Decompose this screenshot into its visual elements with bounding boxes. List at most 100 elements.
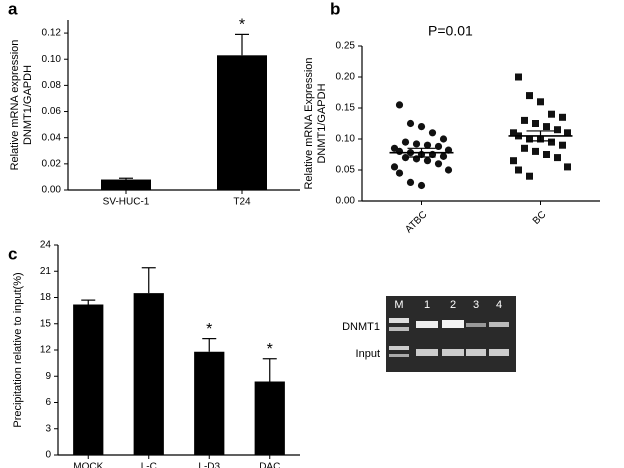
data-point [521,116,528,124]
data-point [554,154,561,162]
data-point [423,141,432,149]
y-tick-label: 0.04 [42,132,62,143]
x-tick-label: ATBC [403,209,429,235]
y-tick-label: 0.25 [336,41,356,52]
data-point [417,181,426,190]
y-axis-label: DNMT1/GAPDH [316,83,328,163]
y-tick-label: 0.15 [336,103,356,114]
data-point [515,73,522,81]
y-tick-label: 0.02 [42,158,62,169]
data-point [423,157,432,165]
data-point [526,92,533,100]
data-point [401,138,410,146]
significance-label: * [239,17,245,34]
data-point [428,129,437,137]
gel-lane-label: 1 [424,299,430,311]
data-point [444,166,453,174]
data-point [559,113,566,121]
data-point [543,123,550,131]
data-point [526,135,533,143]
x-tick-label: L-C [141,462,157,468]
data-point [564,163,571,171]
bar [73,304,104,455]
data-point [510,129,517,137]
gel-image: M 1 2 3 4 DNMT1 Input [342,296,516,372]
data-point [395,169,404,177]
bar [217,55,267,190]
data-point [434,160,443,168]
gel-band [466,349,486,356]
y-tick-label: 0.10 [336,134,356,145]
data-point [406,178,415,186]
data-point [548,138,555,146]
y-tick-label: 0.20 [336,72,356,83]
x-tick-label: DAC [259,462,280,468]
data-point [390,163,399,171]
y-tick-label: 3 [45,423,51,434]
bar [254,381,285,455]
data-point [395,147,404,155]
annotation: P=0.01 [428,23,473,39]
y-tick-label: 0.12 [42,28,62,39]
y-tick-label: 0.08 [42,80,62,91]
x-tick-label: MOCK [73,462,103,468]
significance-label: * [206,321,212,338]
gel-band [489,322,509,327]
data-point [526,172,533,180]
gel-row-label: DNMT1 [342,321,380,333]
panel-label: b [330,0,340,18]
data-point [543,151,550,158]
data-point [412,140,421,148]
panel-label: c [8,244,17,263]
bar [194,351,225,455]
gel-band [416,349,438,356]
gel-band [489,349,509,356]
gel-lane-label: 2 [450,299,456,311]
data-point [532,120,539,127]
gel-lane-label: 4 [496,299,502,311]
y-tick-label: 9 [45,371,51,382]
gel-band [416,321,438,328]
y-tick-label: 0 [45,450,51,461]
x-tick-label: SV-HUC-1 [103,197,150,208]
gel-band [442,320,464,328]
data-point [439,152,448,160]
y-tick-label: 24 [40,240,52,251]
gel-band [389,318,409,323]
data-point [401,154,410,162]
data-point [434,142,443,151]
gel-band [389,346,409,350]
significance-label: * [267,341,273,358]
data-point [439,135,448,143]
y-tick-label: 6 [45,397,51,408]
gel-row-label: Input [356,348,380,360]
y-tick-label: 18 [40,292,52,303]
y-axis-label: Relative mRNA expression [9,40,21,171]
y-axis-label: Relative mRNA Expression [303,57,315,189]
x-tick-label: T24 [233,197,251,208]
data-point [521,144,528,152]
data-point [564,129,571,137]
gel-lane-label: 3 [473,299,479,311]
data-point [548,110,555,118]
data-point [515,166,522,174]
y-axis-label: Precipitation relative to input(%) [12,272,24,427]
data-point [554,126,561,134]
gel-band [389,327,409,331]
y-tick-label: 0.00 [336,196,356,207]
y-tick-label: 15 [40,318,52,329]
data-point [406,119,415,128]
data-point [532,147,539,155]
data-point [412,155,421,163]
panel-label: a [8,0,18,18]
data-point [510,157,517,165]
bar [133,293,164,455]
y-axis-label: DNMT1/GAPDH [22,65,34,145]
gel-band [442,349,464,356]
y-tick-label: 0.10 [42,54,62,65]
y-tick-label: 0.00 [42,185,62,196]
y-tick-label: 0.06 [42,106,62,117]
x-tick-label: L-D3 [198,462,220,468]
data-point [395,101,404,109]
y-tick-label: 12 [40,345,52,356]
